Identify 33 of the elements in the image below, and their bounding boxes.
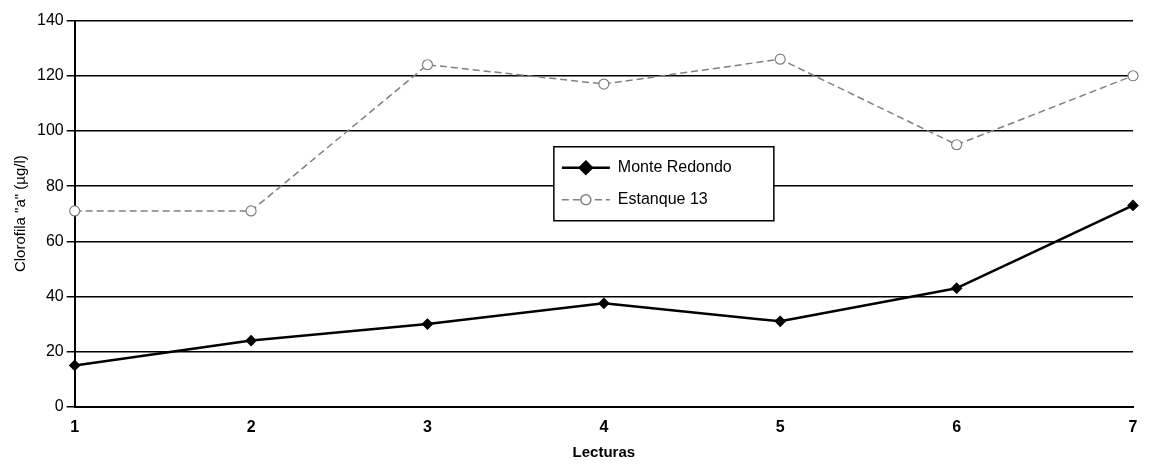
point (245, 205, 257, 217)
x-tick-label: 5 (775, 417, 785, 435)
x-tick-label: 1 (70, 417, 80, 435)
point (951, 139, 963, 151)
point (1127, 199, 1139, 212)
point (69, 205, 81, 217)
legend-label: Estanque 13 (617, 190, 708, 208)
y-axis-title: Clorofila "a" (µg/l) (11, 155, 29, 273)
y-tick-label: 60 (45, 231, 64, 249)
point (774, 315, 786, 327)
point (774, 53, 786, 65)
y-tick-label: 0 (54, 397, 64, 415)
legend-label: Monte Redondo (617, 158, 732, 176)
y-tick-label: 80 (45, 176, 64, 194)
x-tick-label: 7 (1128, 417, 1138, 435)
y-tick-label: 120 (36, 66, 64, 84)
point (951, 282, 963, 294)
x-tick-label: 6 (952, 417, 962, 435)
y-tick-label: 100 (36, 121, 64, 139)
x-tick-label: 4 (599, 417, 609, 435)
y-tick-label: 20 (45, 342, 64, 360)
point (598, 78, 610, 90)
point (1127, 70, 1139, 82)
point (598, 297, 610, 309)
point (421, 59, 434, 71)
point (69, 359, 81, 372)
y-tick-label: 140 (36, 11, 64, 29)
x-tick-label: 2 (246, 417, 256, 435)
x-axis-title: Lecturas (572, 443, 636, 461)
x-tick-label: 3 (423, 417, 433, 435)
point (245, 334, 257, 347)
y-tick-label: 40 (45, 286, 64, 304)
point (421, 318, 434, 330)
